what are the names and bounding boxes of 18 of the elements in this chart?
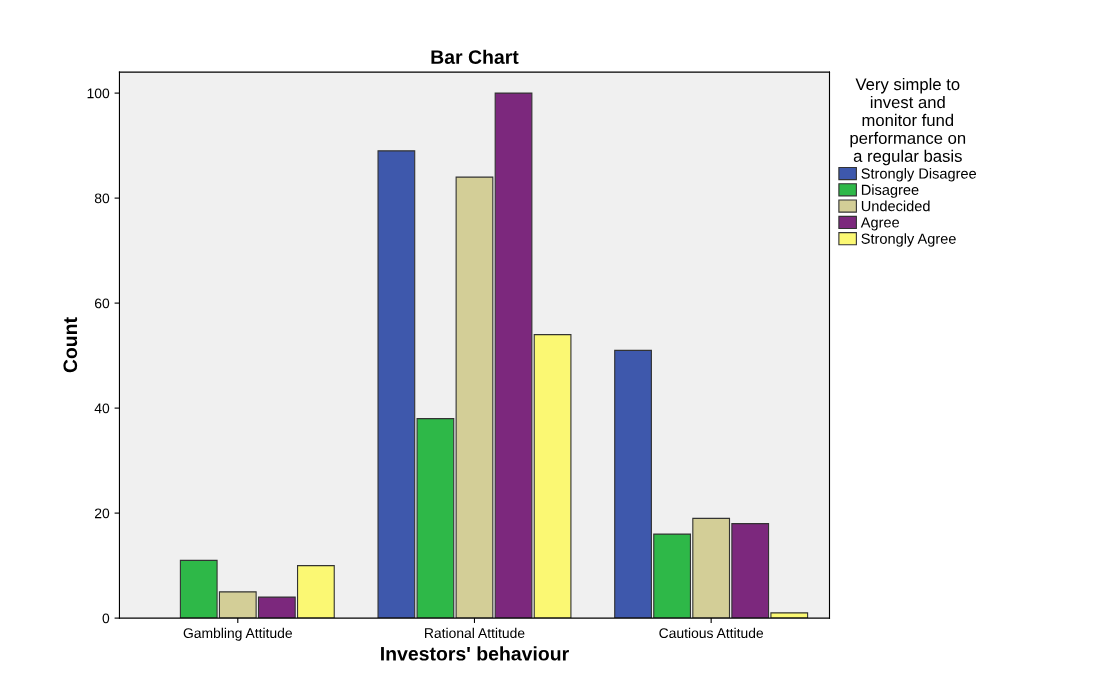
- x-tick-label: Rational Attitude: [425, 627, 525, 639]
- legend-label: Strongly Agree: [861, 233, 956, 247]
- legend-label: Disagree: [861, 184, 919, 198]
- y-tick-label: 60: [94, 298, 110, 309]
- y-tick-label: 100: [87, 88, 110, 99]
- legend-title: Very simple to invest and monitor fund performance on a regular basis: [850, 77, 966, 166]
- x-tick-label: Cautious Attitude: [659, 627, 764, 639]
- y-tick-label: 0: [102, 613, 110, 624]
- legend-label: Strongly Disagree: [861, 167, 977, 182]
- y-tick-label: 80: [94, 193, 110, 204]
- y-tick-label: 40: [94, 403, 110, 414]
- legend-label: Undecided: [861, 200, 930, 212]
- legend-label: Agree: [860, 217, 900, 231]
- y-axis-title: Count: [63, 317, 78, 373]
- x-tick-label: Gambling Attitude: [183, 627, 292, 641]
- x-axis-title: Investors' behaviour: [381, 646, 569, 661]
- y-tick-label: 20: [94, 508, 110, 519]
- chart-title: Bar Chart: [431, 49, 519, 64]
